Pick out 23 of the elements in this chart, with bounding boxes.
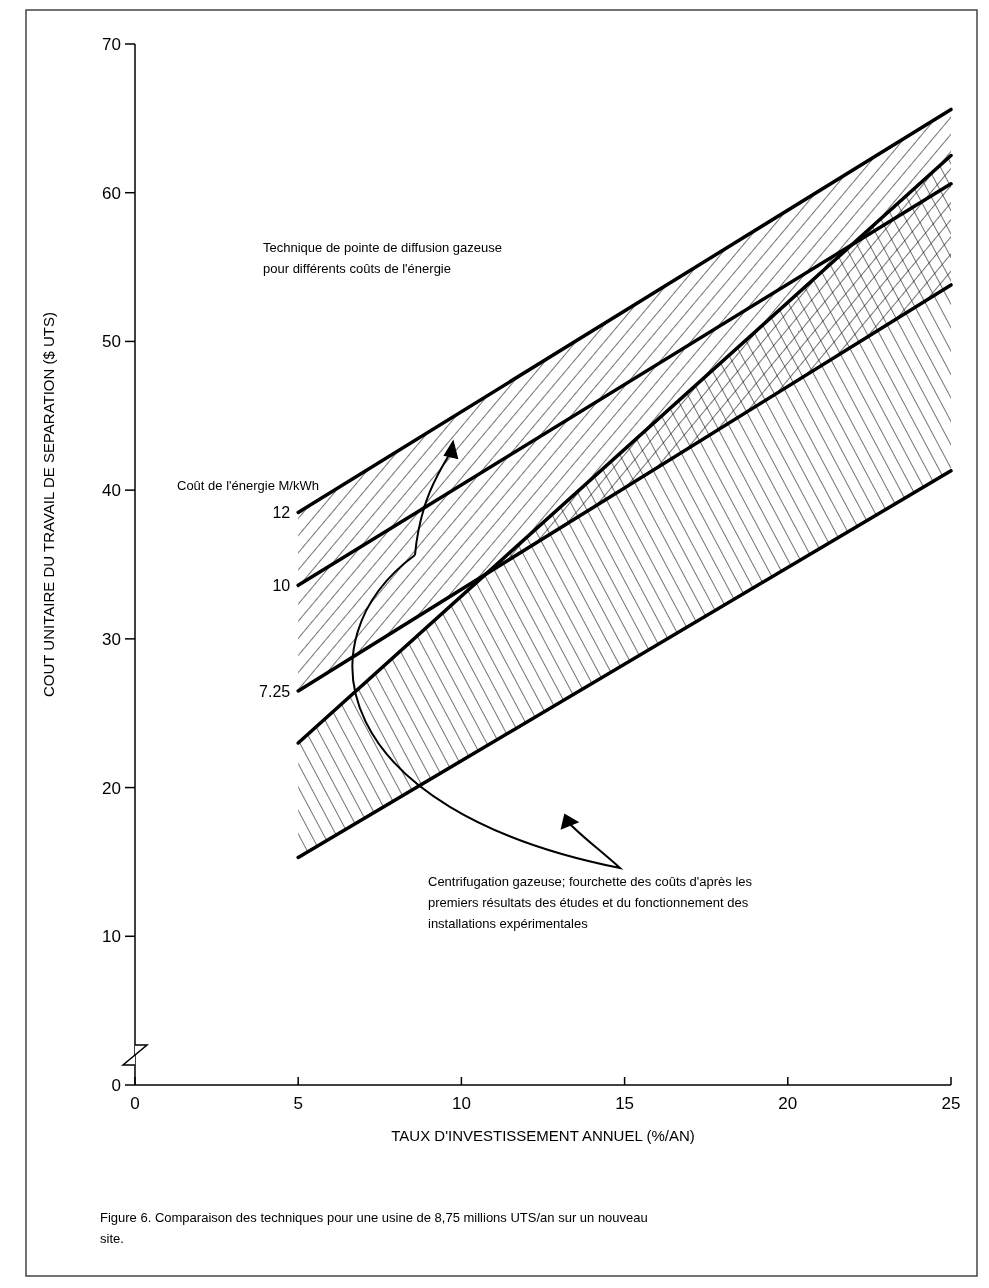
caption: Figure 6. Comparaison des techniques pour une usine de 8,75 millions UTS/an sur un nouveau site. bbox=[100, 1210, 648, 1246]
x-axis-title: TAUX D'INVESTISSEMENT ANNUEL (%/AN) bbox=[391, 1127, 695, 1144]
series-label: 12 bbox=[272, 504, 291, 522]
series-label: 10 bbox=[272, 577, 291, 595]
annotation: Technique de pointe de diffusion gazeuse pour différents coûts de l'énergie bbox=[263, 240, 503, 276]
series-label: 7.25 bbox=[259, 682, 291, 700]
x-tick-label: 20 bbox=[778, 1094, 798, 1113]
y-tick-label: 0 bbox=[111, 1075, 121, 1095]
annotation: Centrifugation gazeuse; fourchette des coûts d'après les premiers résultats des études et du fonctionnement des installations expérimentales bbox=[428, 874, 753, 931]
y-tick-label: 20 bbox=[102, 778, 121, 798]
x-tick-label: 15 bbox=[615, 1094, 635, 1113]
annotation: Coût de l'énergie M/kWh bbox=[177, 478, 319, 493]
y-tick-label: 10 bbox=[102, 927, 121, 947]
x-tick-label: 0 bbox=[130, 1094, 140, 1113]
x-tick-label: 25 bbox=[941, 1094, 961, 1113]
y-axis-title: COUT UNITAIRE DU TRAVAIL DE SEPARATION ($ UTS) bbox=[40, 311, 57, 698]
y-tick-label: 60 bbox=[102, 183, 121, 203]
y-tick-label: 70 bbox=[102, 34, 121, 54]
y-tick-label: 40 bbox=[102, 481, 121, 501]
x-tick-label: 10 bbox=[451, 1094, 471, 1113]
y-tick-label: 50 bbox=[102, 332, 121, 352]
y-tick-label: 30 bbox=[102, 629, 121, 649]
x-tick-label: 5 bbox=[293, 1094, 303, 1113]
